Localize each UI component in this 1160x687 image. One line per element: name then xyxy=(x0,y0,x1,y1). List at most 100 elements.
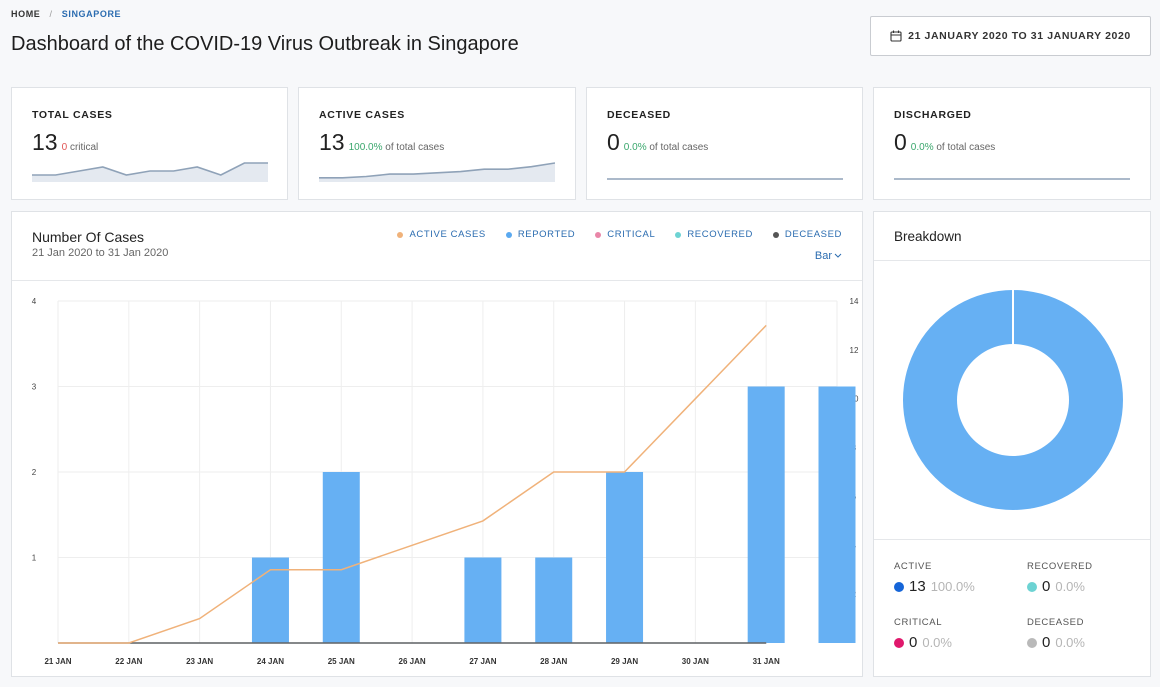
y-tick-left: 3 xyxy=(32,383,37,392)
bar-reported xyxy=(747,386,785,643)
recovered-dot xyxy=(1027,581,1037,592)
bar-reported xyxy=(606,472,644,643)
breakdown-divider xyxy=(874,539,1150,540)
calendar-icon xyxy=(890,30,902,42)
chevron-down-icon xyxy=(834,253,842,258)
page-title: Dashboard of the COVID-19 Virus Outbreak… xyxy=(11,33,519,55)
deceased-card: DECEASED 0 0.0% of total cases xyxy=(586,87,863,200)
bar-reported xyxy=(464,557,502,643)
breadcrumb-home[interactable]: HOME xyxy=(11,9,41,19)
legend-dot xyxy=(397,231,404,238)
breakdown-active: ACTIVE 13 100.0% xyxy=(894,561,975,595)
x-tick-label: 28 JAN xyxy=(540,657,567,666)
breakdown-active-value: 13 xyxy=(909,578,926,595)
line-active-cases xyxy=(58,324,767,644)
discharged-value: 0 xyxy=(894,129,907,155)
bar-reported xyxy=(818,386,856,643)
date-range-button[interactable]: 21 JANUARY 2020 TO 31 JANUARY 2020 xyxy=(870,16,1151,56)
active-pct: 100.0% xyxy=(348,142,383,153)
breakdown-critical-label: CRITICAL xyxy=(894,617,943,628)
legend-critical[interactable]: CRITICAL xyxy=(595,229,655,240)
breakdown-critical: CRITICAL 0 0.0% xyxy=(894,617,952,651)
x-tick-label: 25 JAN xyxy=(328,657,355,666)
x-tick-label: 26 JAN xyxy=(399,657,426,666)
y-tick-left: 4 xyxy=(32,297,37,306)
breakdown-deceased: DECEASED 0 0.0% xyxy=(1027,617,1085,651)
active-cases-sparkline xyxy=(319,162,555,182)
total-cases-title: TOTAL CASES xyxy=(32,109,113,121)
breakdown-deceased-pct: 0.0% xyxy=(1055,635,1085,650)
critical-count: 0 xyxy=(61,142,68,153)
donut-slice-active xyxy=(902,290,1123,510)
x-tick-label: 29 JAN xyxy=(611,657,638,666)
breakdown-recovered: RECOVERED 0 0.0% xyxy=(1027,561,1093,595)
chart-subtitle: 21 Jan 2020 to 31 Jan 2020 xyxy=(32,247,169,259)
y-tick-right: 12 xyxy=(850,346,859,355)
discharged-sparkline xyxy=(894,178,1130,180)
x-tick-label: 22 JAN xyxy=(115,657,142,666)
legend-dot xyxy=(595,231,602,238)
breakdown-divider xyxy=(874,260,1150,261)
legend-deceased[interactable]: DECEASED xyxy=(772,229,842,240)
deceased-pct: 0.0% xyxy=(623,142,647,153)
breadcrumb-separator: / xyxy=(49,9,53,19)
total-cases-sparkline xyxy=(32,162,268,182)
legend-active-cases[interactable]: ACTIVE CASES xyxy=(397,229,485,240)
x-tick-label: 21 JAN xyxy=(44,657,71,666)
breakdown-recovered-value: 0 xyxy=(1042,578,1051,595)
breakdown-deceased-value: 0 xyxy=(1042,634,1051,651)
active-cases-title: ACTIVE CASES xyxy=(319,109,405,121)
breakdown-active-pct: 100.0% xyxy=(930,579,975,594)
breakdown-title: Breakdown xyxy=(894,229,962,244)
breakdown-recovered-pct: 0.0% xyxy=(1055,579,1085,594)
cases-chart-card: Number Of Cases 21 Jan 2020 to 31 Jan 20… xyxy=(11,211,863,677)
legend-dot xyxy=(675,231,682,238)
breakdown-critical-value: 0 xyxy=(909,634,918,651)
chart-divider xyxy=(12,280,862,281)
x-tick-label: 31 JAN xyxy=(753,657,780,666)
chart-title: Number Of Cases xyxy=(32,229,145,245)
x-tick-label: 27 JAN xyxy=(469,657,496,666)
bar-reported xyxy=(535,557,573,643)
deceased-pct-label: of total cases xyxy=(649,142,709,153)
sparkline-area xyxy=(319,163,555,182)
legend-dot xyxy=(505,231,512,238)
discharged-card: DISCHARGED 0 0.0% of total cases xyxy=(873,87,1151,200)
deceased-title: DECEASED xyxy=(607,109,671,121)
deceased-dot xyxy=(1027,637,1037,648)
sparkline-line xyxy=(32,162,268,176)
active-dot xyxy=(894,581,904,592)
deceased-sparkline xyxy=(607,178,843,180)
breakdown-card: Breakdown ACTIVE 13 100.0% RECOVERED 0 0.0… xyxy=(873,211,1151,677)
x-tick-label: 24 JAN xyxy=(257,657,284,666)
chart-legend: ACTIVE CASES REPORTED CRITICAL RECOVERED… xyxy=(397,229,842,240)
y-tick-right: 14 xyxy=(850,297,859,306)
chart-type-select[interactable]: Bar xyxy=(815,250,842,262)
deceased-value: 0 xyxy=(607,129,620,155)
y-tick-left: 2 xyxy=(32,468,37,477)
critical-dot xyxy=(894,637,904,648)
active-cases-value: 13 xyxy=(319,129,345,155)
x-tick-label: 23 JAN xyxy=(186,657,213,666)
sparkline-line xyxy=(319,162,555,179)
discharged-pct-label: of total cases xyxy=(936,142,996,153)
breakdown-donut xyxy=(902,289,1123,510)
sparkline-area xyxy=(32,163,268,182)
breakdown-critical-pct: 0.0% xyxy=(922,635,952,650)
breadcrumb-current[interactable]: SINGAPORE xyxy=(61,9,122,19)
discharged-pct: 0.0% xyxy=(910,142,934,153)
bar-reported xyxy=(322,472,360,643)
breakdown-deceased-label: DECEASED xyxy=(1027,617,1085,628)
total-cases-value: 13 xyxy=(32,129,58,155)
legend-dot xyxy=(772,231,779,238)
breakdown-recovered-label: RECOVERED xyxy=(1027,561,1093,572)
active-cases-card: ACTIVE CASES 13 100.0% of total cases xyxy=(298,87,576,200)
y-tick-left: 1 xyxy=(32,554,37,563)
legend-reported[interactable]: REPORTED xyxy=(505,229,575,240)
bar-reported xyxy=(251,557,289,643)
active-pct-label: of total cases xyxy=(385,142,445,153)
breakdown-active-label: ACTIVE xyxy=(894,561,932,572)
breadcrumb: HOME / SINGAPORE xyxy=(11,9,121,19)
legend-recovered[interactable]: RECOVERED xyxy=(675,229,753,240)
